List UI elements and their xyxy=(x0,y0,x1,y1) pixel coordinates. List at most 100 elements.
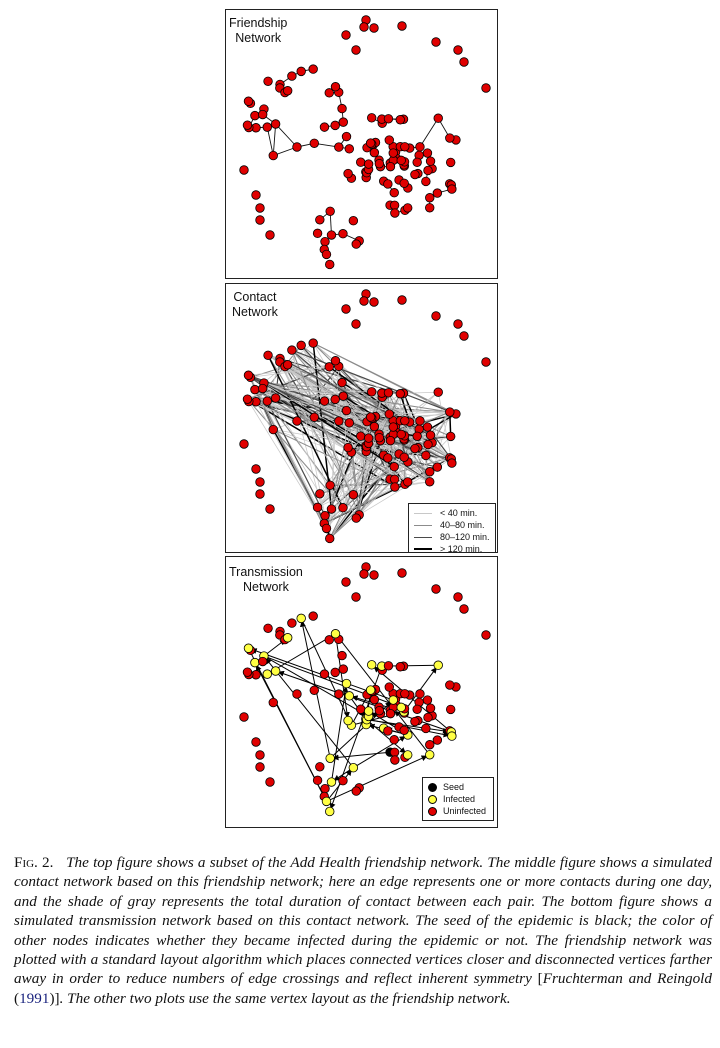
network-node xyxy=(399,178,409,188)
friendship-edge xyxy=(266,127,274,156)
contact-edge xyxy=(266,400,331,486)
network-node xyxy=(251,190,261,200)
network-node xyxy=(338,776,348,786)
network-node xyxy=(324,635,334,645)
network-node xyxy=(385,708,396,719)
legend-entry: Infected xyxy=(428,793,488,805)
network-node xyxy=(334,142,344,152)
network-node xyxy=(250,110,260,121)
contact-edge xyxy=(247,398,344,509)
network-node xyxy=(243,643,254,653)
friendship-network-graph xyxy=(239,15,491,270)
network-node xyxy=(239,439,249,449)
contact-edge xyxy=(250,377,318,508)
transmission-edge xyxy=(334,633,350,721)
network-node xyxy=(239,712,249,722)
transmission-network-panel: Transmission Network Seed Infected Uninfec… xyxy=(225,556,498,828)
network-node xyxy=(359,569,369,579)
network-node xyxy=(324,88,334,98)
network-node xyxy=(459,331,469,341)
network-node xyxy=(351,239,361,249)
network-node xyxy=(268,697,278,708)
contact-edge xyxy=(291,349,457,415)
transmission-title-line1: Transmission xyxy=(229,565,303,579)
network-node xyxy=(423,712,433,723)
network-node xyxy=(262,669,272,679)
network-node xyxy=(390,755,400,765)
citation-bracket-open: [ xyxy=(537,970,543,988)
network-node xyxy=(445,407,455,417)
network-node xyxy=(330,629,341,639)
network-node xyxy=(296,340,306,351)
friendship-network-panel: Friendship Network xyxy=(225,9,498,279)
network-node xyxy=(251,737,261,747)
network-node xyxy=(243,96,254,106)
network-node xyxy=(320,510,330,521)
network-node xyxy=(321,523,332,534)
network-node xyxy=(395,389,405,399)
contact-edge xyxy=(403,391,439,394)
network-node xyxy=(459,604,469,614)
network-node xyxy=(412,431,422,441)
network-node xyxy=(400,416,410,426)
network-node xyxy=(433,387,443,397)
network-node xyxy=(351,319,361,329)
contact-edge xyxy=(300,345,340,422)
network-node xyxy=(425,703,436,713)
network-node xyxy=(389,747,400,757)
legend-line-swatch xyxy=(414,512,432,514)
network-node xyxy=(369,421,380,432)
contact-duration-legend: < 40 min. 40–80 min. 80–120 min. > 120 min. xyxy=(408,503,496,552)
network-node xyxy=(432,735,443,745)
network-node xyxy=(422,695,433,705)
network-node xyxy=(425,477,435,487)
network-node xyxy=(338,229,348,239)
network-node xyxy=(395,115,405,125)
transmission-title-line2: Network xyxy=(243,580,289,594)
network-node xyxy=(270,393,281,403)
network-node xyxy=(341,304,351,314)
network-node xyxy=(445,704,456,715)
network-node xyxy=(287,71,297,81)
network-node xyxy=(343,442,353,453)
contact-edge xyxy=(250,376,427,456)
network-node xyxy=(453,319,463,329)
contact-edge xyxy=(330,447,349,510)
network-node xyxy=(366,387,377,397)
network-node xyxy=(412,704,422,714)
network-node xyxy=(262,396,272,406)
transmission-edge xyxy=(365,718,409,756)
contact-edge xyxy=(263,382,421,422)
network-node xyxy=(431,584,441,594)
network-node xyxy=(338,503,348,513)
network-node xyxy=(481,630,491,640)
network-node xyxy=(351,786,361,796)
network-node xyxy=(351,45,361,55)
network-node xyxy=(282,360,293,370)
network-node xyxy=(396,702,406,713)
network-node xyxy=(326,504,337,514)
contact-edge xyxy=(266,361,281,402)
citation-year-link[interactable]: 1991 xyxy=(19,989,50,1007)
network-node xyxy=(292,416,302,426)
transmission-network-graph xyxy=(239,562,491,817)
network-node xyxy=(337,103,347,114)
network-node xyxy=(369,694,380,705)
network-node xyxy=(344,691,355,701)
network-node xyxy=(363,159,374,169)
network-node xyxy=(257,656,268,667)
network-node xyxy=(268,424,278,435)
network-node xyxy=(363,706,374,716)
network-node xyxy=(425,430,436,440)
friendship-edge xyxy=(419,117,439,148)
network-node xyxy=(270,666,281,676)
network-node xyxy=(383,726,393,736)
transmission-edge xyxy=(403,664,439,713)
network-node xyxy=(312,502,323,513)
legend-label: < 40 min. xyxy=(440,508,478,518)
network-node xyxy=(312,228,323,239)
network-node xyxy=(320,236,330,247)
network-node xyxy=(282,633,293,643)
network-node xyxy=(445,680,455,690)
contact-edge xyxy=(267,400,369,444)
